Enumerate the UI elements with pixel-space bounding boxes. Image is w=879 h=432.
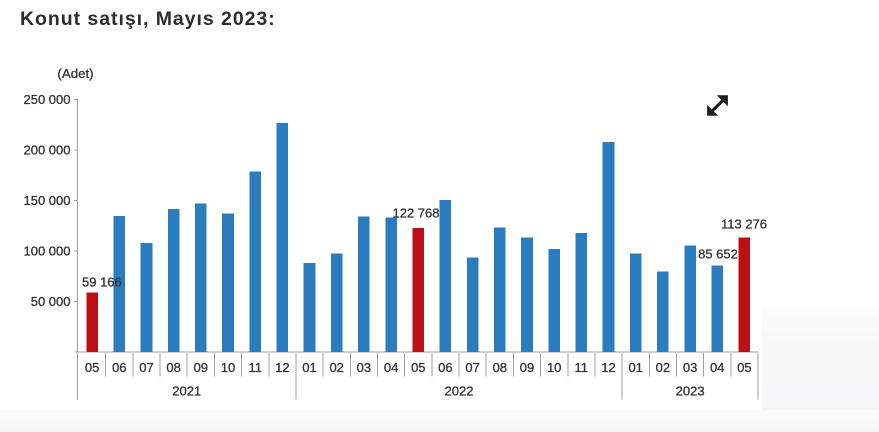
svg-text:(Adet): (Adet) xyxy=(57,66,93,81)
svg-text:113 276: 113 276 xyxy=(721,217,767,232)
svg-text:2023: 2023 xyxy=(676,384,705,399)
svg-text:59 166: 59 166 xyxy=(82,275,122,290)
svg-text:11: 11 xyxy=(248,360,262,375)
svg-text:2021: 2021 xyxy=(172,384,201,399)
svg-text:01: 01 xyxy=(302,360,316,375)
svg-text:12: 12 xyxy=(601,360,615,375)
svg-text:01: 01 xyxy=(628,360,642,375)
svg-text:04: 04 xyxy=(710,360,724,375)
svg-text:10: 10 xyxy=(221,360,235,375)
svg-text:12: 12 xyxy=(275,360,289,375)
svg-text:07: 07 xyxy=(465,360,479,375)
svg-text:05: 05 xyxy=(85,360,99,375)
svg-text:08: 08 xyxy=(166,360,180,375)
svg-text:85 652: 85 652 xyxy=(698,247,738,262)
svg-text:07: 07 xyxy=(139,360,153,375)
svg-text:05: 05 xyxy=(411,360,425,375)
svg-text:09: 09 xyxy=(194,360,208,375)
svg-text:150 000: 150 000 xyxy=(24,193,71,208)
svg-text:02: 02 xyxy=(329,360,343,375)
svg-text:04: 04 xyxy=(384,360,398,375)
svg-text:122 768: 122 768 xyxy=(393,206,440,221)
svg-text:10: 10 xyxy=(547,360,561,375)
svg-text:06: 06 xyxy=(112,360,126,375)
svg-text:05: 05 xyxy=(737,360,751,375)
svg-text:08: 08 xyxy=(493,360,507,375)
svg-text:06: 06 xyxy=(438,360,452,375)
svg-text:2022: 2022 xyxy=(445,384,474,399)
svg-text:100 000: 100 000 xyxy=(24,244,71,259)
svg-text:03: 03 xyxy=(357,360,371,375)
svg-text:03: 03 xyxy=(683,360,697,375)
svg-text:50 000: 50 000 xyxy=(31,294,71,309)
svg-text:250 000: 250 000 xyxy=(24,92,71,107)
svg-text:09: 09 xyxy=(520,360,534,375)
svg-text:200 000: 200 000 xyxy=(24,143,71,158)
svg-text:02: 02 xyxy=(656,360,670,375)
svg-text:11: 11 xyxy=(575,360,589,375)
